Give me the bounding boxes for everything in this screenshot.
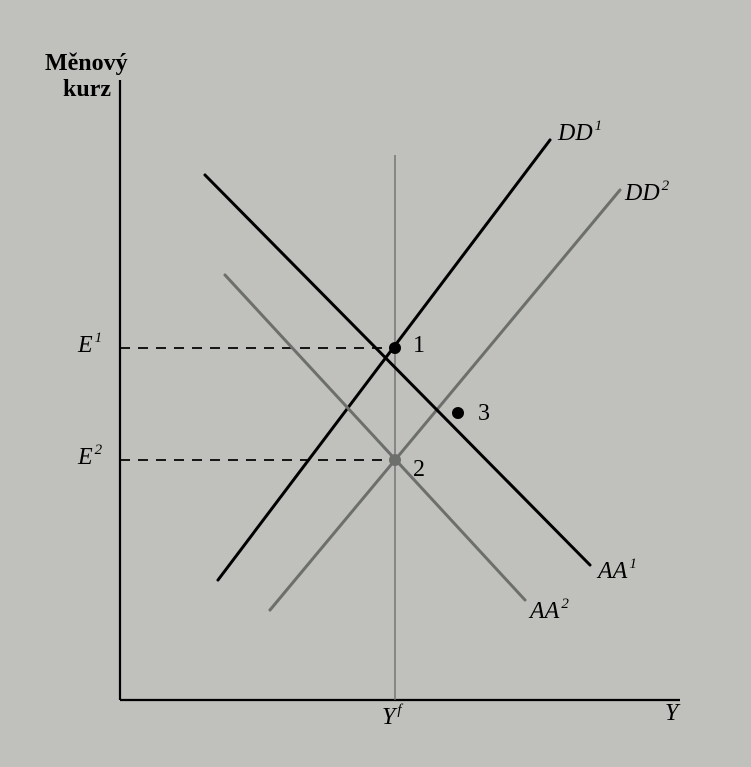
diagram-root: Měnovýkurz E1 E2 DD1 DD2 AA1 AA2 1 3 2 Y Yf: [0, 0, 751, 767]
dd2-label: DD2: [624, 178, 670, 206]
dd1-curve: [218, 140, 550, 580]
dd2-curve: [270, 190, 620, 610]
e2-label: E2: [77, 442, 103, 470]
point-1-label: 1: [413, 332, 425, 358]
yf-label: Yf: [382, 702, 403, 730]
point-3: [452, 407, 464, 419]
point-2: [389, 454, 401, 466]
aa2-label: AA2: [528, 596, 569, 624]
aa2-curve: [225, 275, 525, 600]
y-axis-label-2: kurz: [63, 76, 111, 102]
aa1-curve: [205, 175, 590, 565]
e1-label: E1: [77, 330, 102, 358]
aa1-label: AA1: [596, 556, 637, 584]
point-2-label: 2: [413, 456, 425, 482]
dd1-label: DD1: [557, 118, 602, 146]
x-axis-label: Y: [665, 700, 681, 726]
point-1: [389, 342, 401, 354]
point-3-label: 3: [478, 400, 490, 426]
y-axis-label-1: Měnový: [45, 50, 128, 76]
